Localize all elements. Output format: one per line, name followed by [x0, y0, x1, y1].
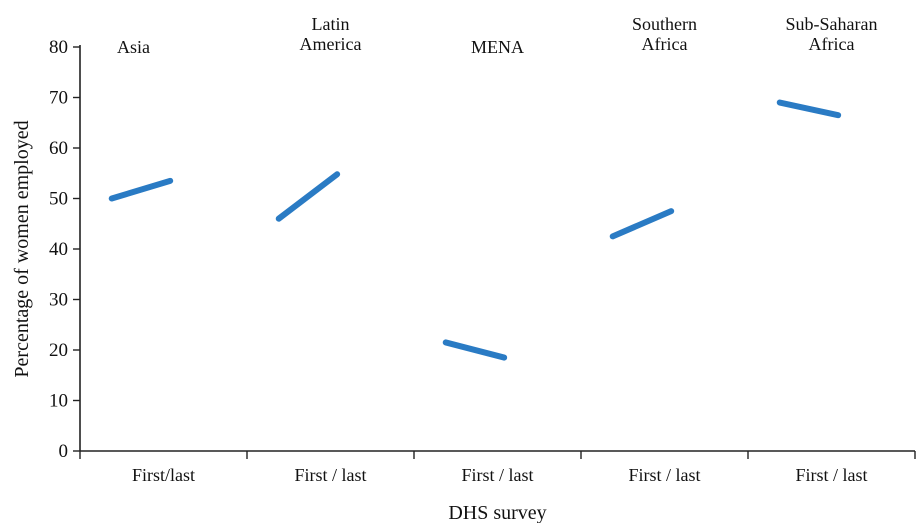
- x-axis-title: DHS survey: [448, 502, 546, 523]
- series-segment: [275, 171, 341, 222]
- panel-label: MENA: [471, 37, 524, 57]
- panel-label: Southern: [632, 14, 697, 34]
- panel-label: Africa: [809, 34, 855, 54]
- x-category-label: First / last: [628, 465, 700, 485]
- y-tick-label: 50: [49, 189, 68, 210]
- y-tick-label: 20: [49, 340, 68, 361]
- x-category-label: First / last: [294, 465, 366, 485]
- axes: [79, 45, 916, 459]
- series-segment: [108, 177, 174, 202]
- panel: MENA First / last: [442, 37, 534, 485]
- series-segment: [609, 208, 675, 240]
- series-segment: [442, 339, 508, 361]
- y-tick-label: 30: [49, 290, 68, 311]
- panel-label: Sub-Saharan: [786, 14, 878, 34]
- y-tick-label: 0: [59, 441, 69, 462]
- x-category-label: First / last: [795, 465, 867, 485]
- y-tick-label: 70: [49, 88, 68, 109]
- panel-label: Asia: [117, 37, 150, 57]
- y-axis-ticks: 0 10 20 30 40 50 60 70 80: [49, 37, 80, 462]
- panel: Asia First/last: [108, 37, 195, 485]
- y-tick-label: 60: [49, 138, 68, 159]
- y-tick-label: 40: [49, 239, 68, 260]
- x-category-label: First / last: [461, 465, 533, 485]
- y-axis-title: Percentage of women employed: [11, 120, 33, 377]
- panel-label: America: [300, 34, 362, 54]
- y-tick-label: 10: [49, 391, 68, 412]
- panel-label: Latin: [312, 14, 350, 34]
- y-tick-label: 80: [49, 37, 68, 58]
- panel-label: Africa: [642, 34, 688, 54]
- series-segment: [776, 99, 842, 119]
- x-category-label: First/last: [132, 465, 195, 485]
